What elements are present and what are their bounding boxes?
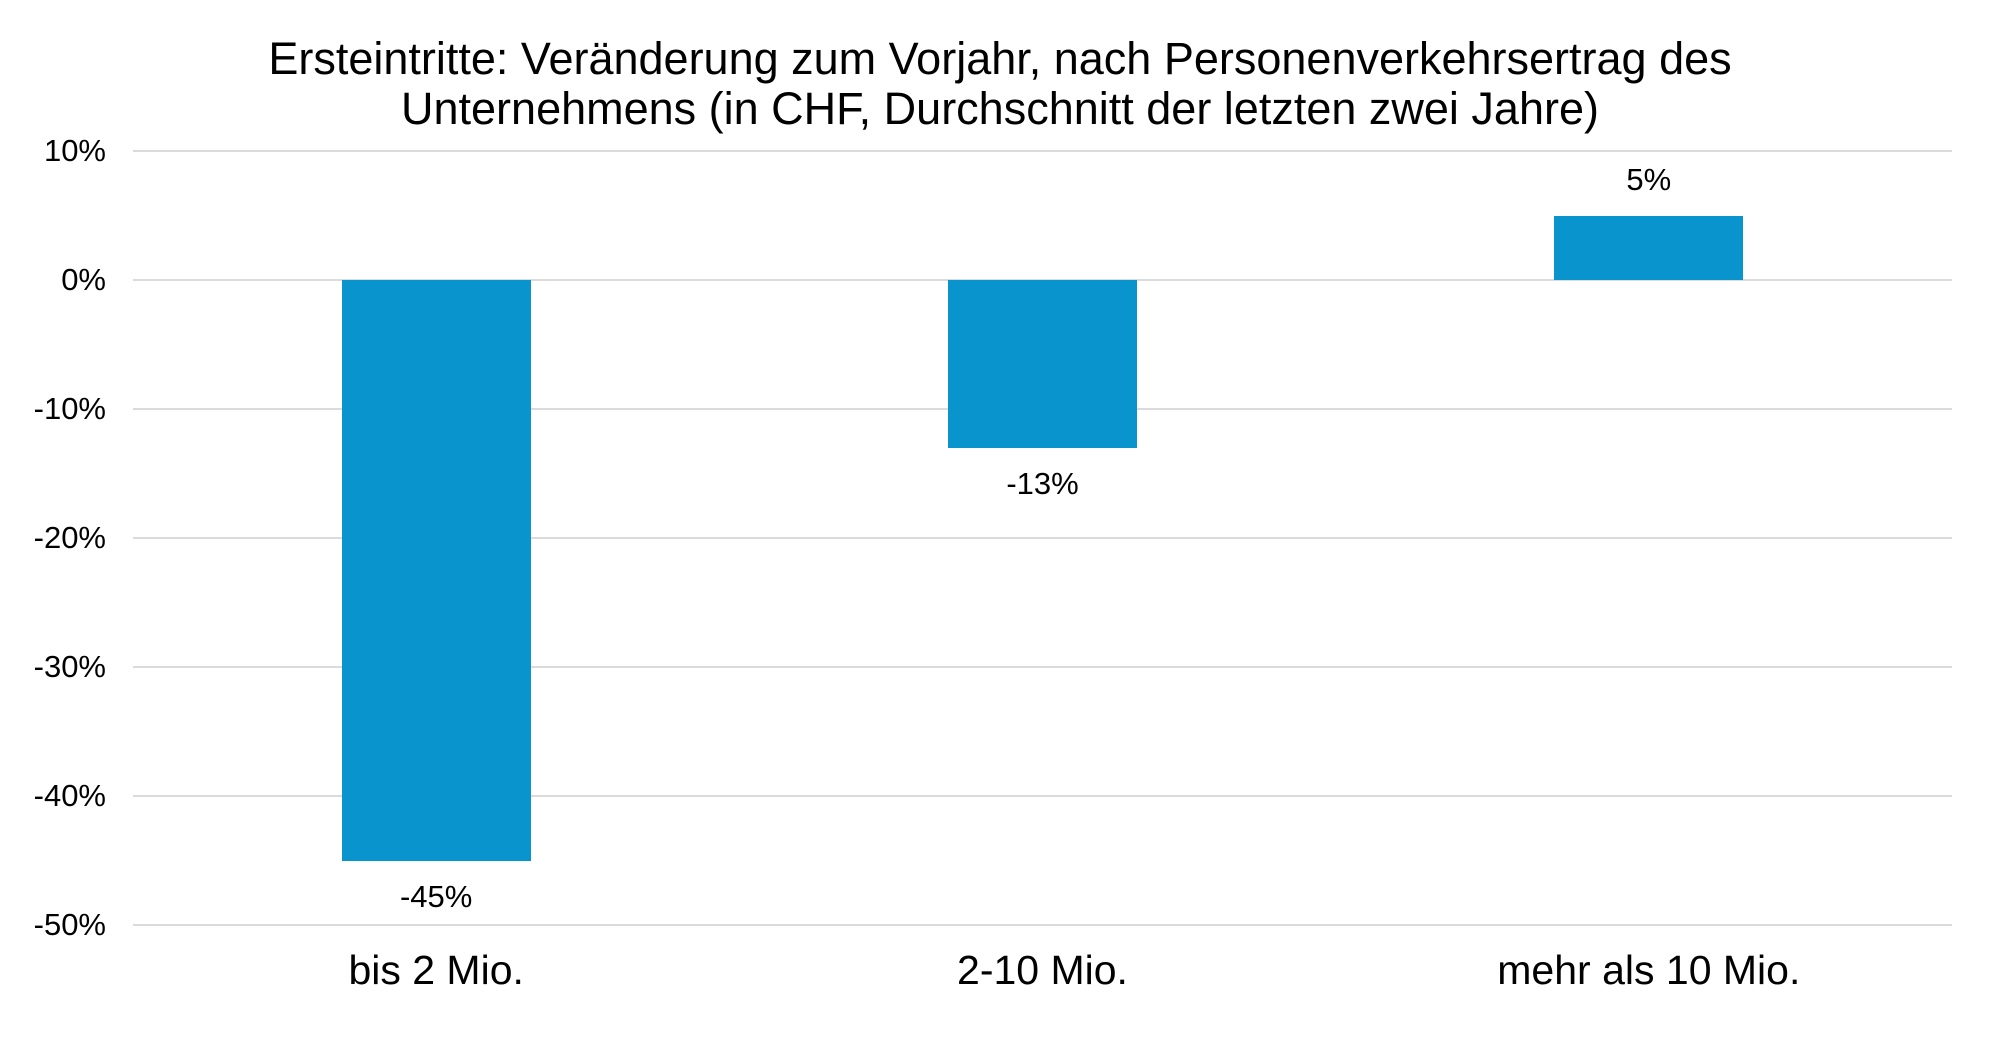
chart-title-line-1: Ersteintritte: Veränderung zum Vorjahr, … <box>268 33 1732 84</box>
y-tick-label: -20% <box>33 520 106 555</box>
bar <box>948 280 1137 448</box>
y-gridline <box>133 924 1952 926</box>
x-category-label: 2-10 Mio. <box>957 947 1128 993</box>
y-tick-label: 10% <box>43 133 106 168</box>
y-gridline <box>133 150 1952 152</box>
bar-value-label: -45% <box>399 878 473 914</box>
bar <box>1554 215 1744 280</box>
chart-title: Ersteintritte: Veränderung zum Vorjahr, … <box>0 34 2000 134</box>
bar-value-label: -13% <box>1006 465 1079 501</box>
bar-value-label: 5% <box>1626 161 1672 197</box>
y-tick-label: -50% <box>33 907 106 942</box>
x-category-label: mehr als 10 Mio. <box>1497 947 1801 993</box>
y-gridline <box>133 537 1952 539</box>
chart-title-line-2: Unternehmens (in CHF, Durchschnitt der l… <box>401 83 1599 134</box>
y-tick-label: 0% <box>61 262 106 297</box>
y-tick-label: -30% <box>33 649 106 684</box>
y-gridline <box>133 795 1952 797</box>
y-tick-label: -10% <box>33 391 106 426</box>
y-gridline <box>133 666 1952 668</box>
x-category-label: bis 2 Mio. <box>348 947 524 993</box>
bar <box>341 280 531 861</box>
y-tick-label: -40% <box>33 778 106 813</box>
